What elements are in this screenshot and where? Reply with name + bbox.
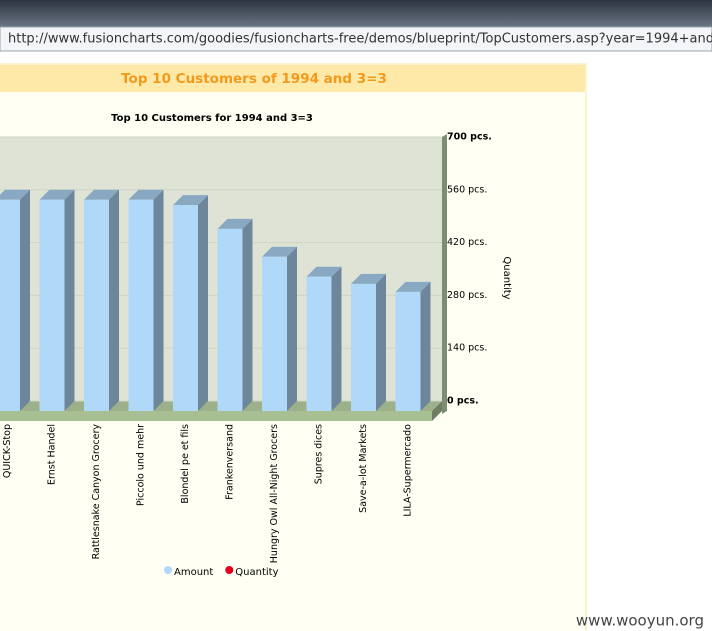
bar-side <box>109 189 119 411</box>
chart-title: Top 10 Customers for 1994 and 3=3 <box>111 113 313 124</box>
bar-top <box>217 218 253 229</box>
bar-top <box>0 189 30 200</box>
y-tick-label: 0 pcs. <box>447 396 479 407</box>
right-wall <box>442 134 447 414</box>
x-tick-label: Save-a-lot Markets <box>358 424 369 513</box>
bar <box>306 276 332 411</box>
x-tick-label: LILA-Supermercado <box>403 424 414 517</box>
x-tick-label: Piccolo und mehr <box>136 424 147 506</box>
bar-top <box>306 266 342 277</box>
bar <box>262 256 287 411</box>
bar-side <box>331 266 342 411</box>
chart: 0 pcs. 140 pcs. 280 pcs. 420 pcs. 560 pcs. 70… <box>0 132 492 578</box>
bar-side <box>153 189 164 411</box>
y-tick-label: 700 pcs. <box>447 132 492 143</box>
bar-top <box>262 246 297 257</box>
y-tick-label: 280 pcs. <box>447 290 487 301</box>
x-tick-label: Blondel pe et fils <box>180 424 191 504</box>
bar <box>351 283 376 411</box>
x-tick-label: Hungry Owl All-Night Grocers <box>269 424 280 563</box>
bar <box>128 199 154 411</box>
bar-side <box>20 189 30 411</box>
bar <box>173 205 198 411</box>
browser-frame <box>0 0 712 27</box>
panel-title: Top 10 Customers of 1994 and 3=3 <box>121 71 387 87</box>
bar-side <box>64 189 75 411</box>
x-tick-label: Frankenversand <box>225 424 236 500</box>
bar-top <box>395 281 431 292</box>
bar-side <box>287 246 297 411</box>
bar-side <box>198 195 208 411</box>
bar-top <box>173 195 208 206</box>
legend-label: Quantity <box>235 567 278 578</box>
url: http://www.fusioncharts.com/goodies/fusi… <box>8 32 712 47</box>
bar-side <box>376 273 386 411</box>
floor-side <box>432 401 442 421</box>
bar-top <box>351 273 386 284</box>
address-bar[interactable] <box>0 26 712 52</box>
y-tick-label: 560 pcs. <box>447 184 487 195</box>
bar <box>217 228 243 411</box>
watermark: www.wooyun.org <box>576 612 704 630</box>
x-tick-label: QUICK-Stop <box>2 424 13 478</box>
bar <box>84 199 109 411</box>
bar-top <box>128 189 164 200</box>
bar-top <box>84 189 119 200</box>
panel-header <box>0 65 585 92</box>
x-tick-label: Ernst Handel <box>47 424 58 485</box>
bar-side <box>420 281 431 411</box>
y-axis-label: Quantity <box>501 256 512 299</box>
bar-side <box>242 218 253 411</box>
bar <box>0 199 20 411</box>
x-tick-label: Rattlesnake Canyon Grocery <box>91 424 102 560</box>
y-tick-label: 140 pcs. <box>447 343 487 354</box>
legend-marker <box>164 566 172 574</box>
x-tick-label: Supres dices <box>314 424 325 484</box>
legend-marker <box>225 566 234 574</box>
bar-top <box>39 189 75 200</box>
bar <box>395 291 421 411</box>
bar <box>39 199 65 411</box>
floor-front <box>0 411 432 421</box>
legend-label: Amount <box>174 567 213 578</box>
y-tick-label: 420 pcs. <box>447 237 487 248</box>
